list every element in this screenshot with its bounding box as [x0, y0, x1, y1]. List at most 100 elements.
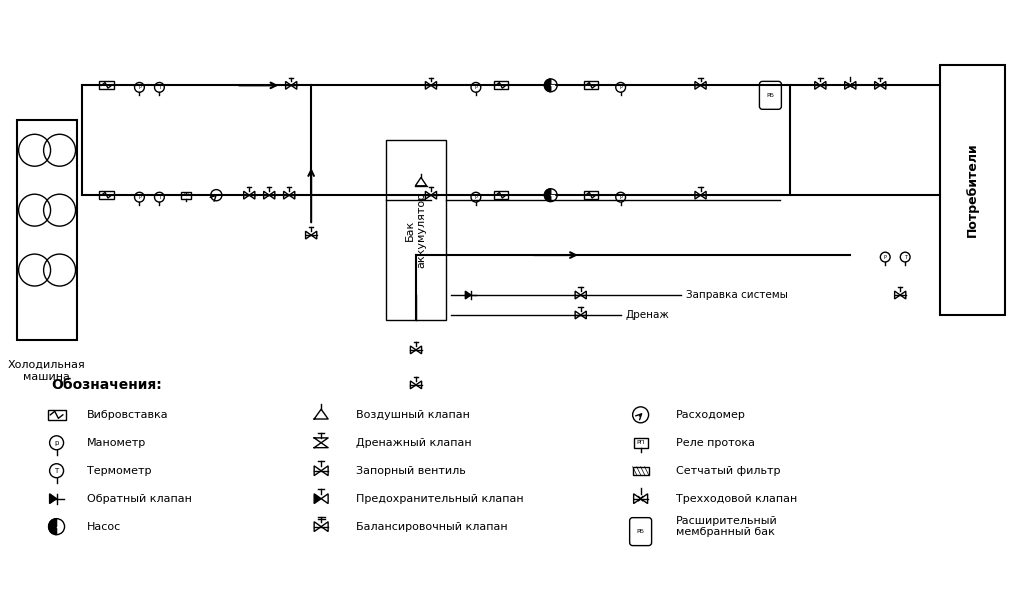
Text: Расширительный
мембранный бак: Расширительный мембранный бак — [676, 516, 777, 537]
Text: T: T — [54, 468, 58, 473]
Text: Запорный вентиль: Запорный вентиль — [356, 466, 466, 476]
Bar — [181, 192, 191, 198]
Polygon shape — [700, 81, 707, 89]
Text: Потребители: Потребители — [966, 143, 979, 237]
Polygon shape — [411, 346, 416, 354]
Bar — [584, 191, 598, 199]
Text: р: р — [54, 440, 58, 446]
Text: Дренажный клапан: Дренажный клапан — [356, 438, 472, 448]
Polygon shape — [411, 381, 416, 388]
Polygon shape — [431, 81, 436, 89]
Polygon shape — [815, 81, 820, 89]
Text: РП: РП — [637, 440, 645, 446]
Text: Р: Р — [474, 85, 477, 90]
Bar — [494, 81, 508, 89]
Text: Манометр: Манометр — [86, 438, 145, 448]
Wedge shape — [545, 189, 551, 202]
Polygon shape — [581, 291, 587, 299]
Polygon shape — [416, 177, 427, 186]
Text: РБ: РБ — [637, 529, 644, 534]
Polygon shape — [311, 231, 316, 239]
Polygon shape — [286, 81, 291, 89]
Polygon shape — [850, 81, 856, 89]
Text: Вибровставка: Вибровставка — [86, 410, 168, 420]
Text: Бак
аккумулятор: Бак аккумулятор — [406, 192, 427, 268]
Polygon shape — [305, 231, 311, 239]
Text: РБ: РБ — [767, 93, 774, 98]
Polygon shape — [425, 81, 431, 89]
Polygon shape — [845, 81, 850, 89]
Text: Холодильная
машина: Холодильная машина — [8, 360, 85, 382]
Text: Обозначения:: Обозначения: — [51, 378, 163, 392]
Text: Воздушный клапан: Воздушный клапан — [356, 410, 470, 420]
Text: T: T — [158, 85, 161, 90]
Polygon shape — [641, 493, 647, 504]
Polygon shape — [700, 191, 707, 199]
Polygon shape — [263, 191, 269, 199]
Bar — [99, 81, 114, 89]
FancyBboxPatch shape — [760, 81, 781, 109]
Polygon shape — [425, 191, 431, 199]
Polygon shape — [581, 311, 587, 319]
Polygon shape — [322, 522, 328, 532]
Text: Заправка системы: Заправка системы — [685, 290, 787, 300]
Polygon shape — [874, 81, 881, 89]
Polygon shape — [314, 522, 322, 532]
Polygon shape — [314, 466, 322, 476]
Wedge shape — [48, 518, 56, 535]
Polygon shape — [249, 191, 255, 199]
Text: Балансировочный клапан: Балансировочный клапан — [356, 521, 508, 532]
Text: Р: Р — [138, 195, 141, 200]
Text: Р: Р — [620, 85, 623, 90]
Text: Р: Р — [138, 85, 141, 90]
Polygon shape — [695, 191, 700, 199]
Polygon shape — [881, 81, 886, 89]
Text: T: T — [158, 195, 161, 200]
Bar — [584, 81, 598, 89]
Text: Р: Р — [620, 195, 623, 200]
Text: Обратный клапан: Обратный клапан — [86, 493, 191, 504]
Polygon shape — [575, 291, 581, 299]
Polygon shape — [289, 191, 295, 199]
Polygon shape — [575, 311, 581, 319]
Polygon shape — [269, 191, 274, 199]
Bar — [47, 410, 66, 420]
Text: Сетчатый фильтр: Сетчатый фильтр — [676, 466, 780, 476]
Polygon shape — [900, 291, 906, 299]
Bar — [940, 66, 1005, 315]
Bar — [634, 438, 647, 448]
Bar — [99, 191, 114, 199]
FancyBboxPatch shape — [630, 518, 651, 546]
Polygon shape — [695, 81, 700, 89]
Text: Термометр: Термометр — [86, 466, 151, 476]
Bar — [633, 467, 648, 475]
Bar — [494, 191, 508, 199]
Text: Р: Р — [884, 254, 887, 260]
Text: T: T — [904, 254, 906, 260]
Polygon shape — [895, 291, 900, 299]
Text: Расходомер: Расходомер — [676, 410, 745, 420]
Polygon shape — [820, 81, 826, 89]
Polygon shape — [465, 291, 471, 299]
Polygon shape — [284, 191, 289, 199]
Text: Р: Р — [474, 195, 477, 200]
Wedge shape — [545, 79, 551, 92]
Polygon shape — [322, 466, 328, 476]
Polygon shape — [314, 493, 322, 504]
Polygon shape — [244, 191, 249, 199]
Polygon shape — [416, 346, 422, 354]
Text: Дренаж: Дренаж — [626, 310, 670, 320]
Text: Предохранительный клапан: Предохранительный клапан — [356, 493, 523, 504]
Text: РП: РП — [183, 193, 189, 197]
Polygon shape — [634, 493, 641, 504]
Text: Реле протока: Реле протока — [676, 438, 755, 448]
Text: Насос: Насос — [86, 521, 121, 532]
Polygon shape — [416, 381, 422, 388]
Polygon shape — [291, 81, 297, 89]
Bar — [386, 140, 445, 320]
Polygon shape — [322, 493, 328, 504]
Text: Трехходовой клапан: Трехходовой клапан — [676, 493, 797, 504]
Polygon shape — [49, 493, 56, 504]
Polygon shape — [431, 191, 436, 199]
Bar — [16, 120, 77, 340]
